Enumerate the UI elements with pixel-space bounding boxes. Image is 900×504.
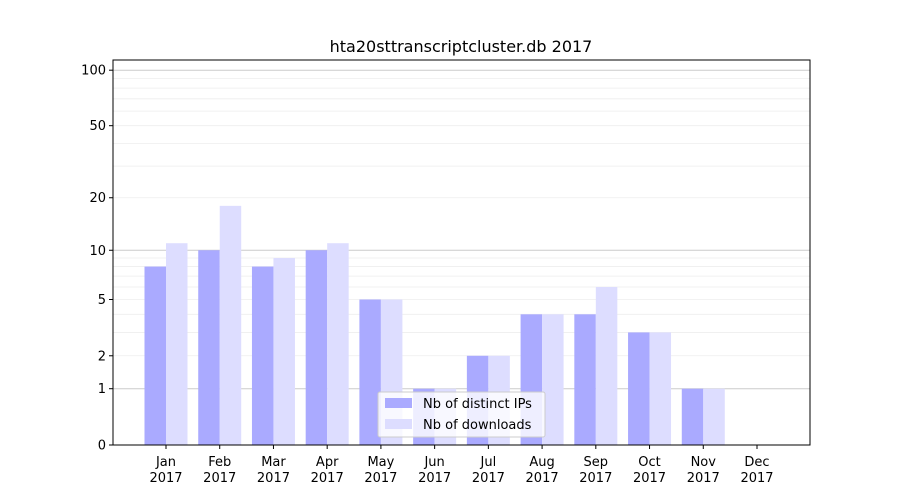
bar-distinct-ips (628, 332, 650, 445)
legend-label: Nb of downloads (423, 418, 532, 433)
x-tick-label: Jun 2017 (418, 455, 451, 486)
y-tick-label: 5 (98, 293, 106, 308)
bar-distinct-ips (574, 314, 596, 445)
bar-downloads (649, 332, 672, 445)
bar-downloads (219, 205, 242, 445)
legend: Nb of distinct IPs Nb of downloads (377, 391, 546, 438)
bar-downloads (595, 286, 618, 445)
y-tick-label: 100 (81, 64, 106, 79)
x-tick-label: Apr 2017 (311, 455, 344, 486)
plot-frame (112, 59, 811, 446)
bar-downloads (542, 314, 564, 445)
bar-downloads (273, 258, 295, 445)
x-tick-label: Nov 2017 (687, 455, 720, 486)
y-tick-label: 2 (98, 349, 106, 364)
x-tick-label: Mar 2017 (257, 455, 290, 486)
x-tick-label: May 2017 (364, 455, 397, 486)
y-tick-label: 20 (89, 191, 106, 206)
x-tick-label: Sep 2017 (579, 455, 612, 486)
y-tick-label: 0 (98, 439, 106, 454)
bar-distinct-ips (144, 266, 166, 445)
x-tick-label: Aug 2017 (526, 455, 559, 486)
y-tick-label: 10 (89, 244, 106, 259)
bar-distinct-ips (198, 250, 220, 445)
bar-distinct-ips (681, 388, 704, 445)
x-tick-label: Oct 2017 (633, 455, 666, 486)
bar-downloads (327, 243, 349, 445)
x-tick-label: Jul 2017 (472, 455, 505, 486)
legend-swatch (385, 398, 412, 408)
y-tick-label: 50 (89, 119, 106, 134)
bar-downloads (703, 388, 725, 445)
bar-distinct-ips (251, 266, 274, 445)
bar-distinct-ips (305, 250, 328, 445)
y-tick-label: 1 (98, 382, 106, 397)
x-tick-label: Feb 2017 (203, 455, 236, 486)
bar-distinct-ips (359, 299, 381, 445)
legend-swatch (385, 419, 412, 429)
x-tick-label: Dec 2017 (740, 455, 773, 486)
chart-title: hta20sttranscriptcluster.db 2017 (330, 37, 593, 56)
legend-label: Nb of distinct IPs (423, 397, 532, 412)
bar-downloads (166, 243, 188, 445)
x-tick-label: Jan 2017 (149, 455, 182, 486)
